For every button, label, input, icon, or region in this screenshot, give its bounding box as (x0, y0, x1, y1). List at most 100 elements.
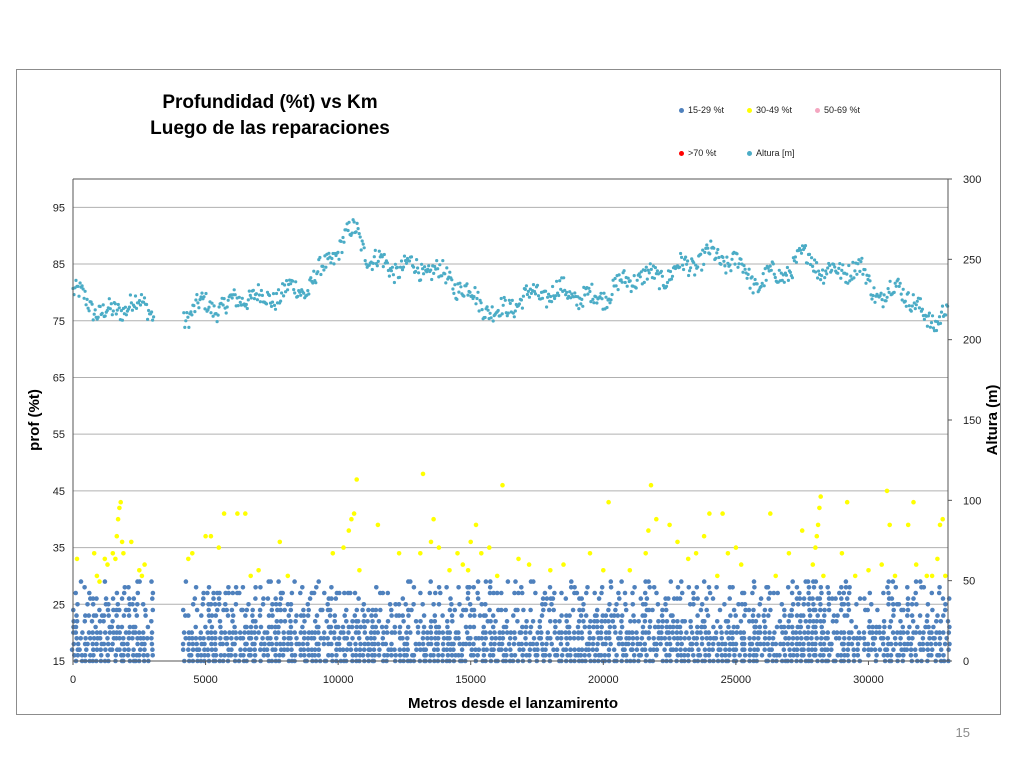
depth-point-15-29 (350, 619, 355, 624)
altitude-point (306, 289, 310, 293)
altitude-point (628, 279, 632, 283)
depth-point-15-29 (567, 636, 573, 641)
depth-point-15-29 (450, 619, 455, 624)
depth-point-15-29 (613, 607, 618, 613)
depth-point-15-29 (741, 590, 747, 596)
depth-point-15-29 (554, 647, 560, 652)
axes (72, 178, 952, 665)
depth-point-15-29 (862, 641, 868, 647)
depth-point-15-29 (781, 624, 787, 630)
depth-point-15-29 (373, 607, 379, 613)
depth-point-15-29 (83, 636, 88, 641)
depth-point-15-29 (572, 647, 577, 652)
depth-point-15-29 (494, 590, 500, 596)
depth-point-15-29 (252, 641, 257, 647)
depth-point-15-29 (664, 624, 669, 630)
altitude-point (115, 308, 119, 312)
altitude-point (586, 292, 590, 296)
altitude-point (623, 280, 627, 285)
depth-point-15-29 (934, 619, 939, 624)
altitude-point (784, 273, 789, 277)
altitude-point (562, 276, 566, 280)
depth-point-15-29 (475, 596, 481, 601)
altitude-point (296, 294, 300, 298)
depth-point-15-29 (180, 607, 186, 613)
depth-point-15-29 (838, 607, 844, 613)
depth-point-15-29 (273, 596, 279, 601)
depth-point-15-29 (413, 641, 419, 647)
depth-point-30-49 (349, 516, 354, 522)
y-tick-label: 75 (53, 316, 65, 328)
depth-point-15-29 (125, 653, 131, 658)
depth-point-15-29 (912, 647, 918, 652)
depth-point-15-29 (614, 653, 619, 658)
depth-point-15-29 (834, 619, 839, 624)
altitude-point (884, 299, 888, 303)
depth-point-15-29 (384, 624, 389, 630)
altitude-point (533, 292, 538, 296)
altitude-point (678, 265, 682, 269)
depth-point-15-29 (757, 630, 763, 635)
altitude-point (415, 258, 419, 262)
depth-point-15-29 (97, 607, 102, 613)
depth-point-15-29 (507, 636, 513, 641)
depth-point-30-49 (516, 556, 521, 562)
depth-point-15-29 (846, 607, 852, 613)
depth-point-30-49 (646, 528, 651, 533)
depth-point-15-29 (622, 590, 628, 596)
depth-point-15-29 (520, 653, 525, 658)
depth-point-15-29 (515, 619, 520, 624)
depth-point-30-49 (330, 551, 336, 556)
depth-point-15-29 (206, 585, 212, 590)
depth-point-15-29 (642, 619, 648, 624)
depth-point-15-29 (397, 647, 403, 652)
y2-tick-label: 250 (963, 254, 981, 266)
depth-point-15-29 (252, 653, 258, 658)
altitude-point (465, 282, 469, 286)
altitude-point (686, 259, 690, 263)
altitude-point (311, 281, 315, 285)
depth-point-15-29 (929, 630, 934, 635)
depth-point-15-29 (909, 613, 915, 618)
depth-point-15-29 (636, 619, 641, 624)
depth-point-15-29 (117, 647, 122, 652)
depth-point-15-29 (781, 641, 786, 647)
altitude-point (529, 291, 534, 295)
depth-point-15-29 (549, 641, 554, 647)
depth-point-15-29 (813, 607, 818, 613)
depth-point-15-29 (719, 653, 725, 658)
depth-point-15-29 (535, 630, 540, 635)
altitude-point (397, 275, 402, 279)
depth-point-15-29 (365, 619, 370, 624)
depth-point-15-29 (440, 653, 445, 658)
altitude-point (392, 280, 396, 285)
depth-point-15-29 (201, 590, 206, 596)
altitude-point (846, 281, 850, 285)
depth-point-15-29 (78, 636, 83, 641)
depth-point-15-29 (387, 602, 393, 607)
depth-point-15-29 (559, 653, 565, 658)
altitude-point (632, 274, 636, 278)
altitude-point (327, 251, 331, 255)
depth-point-15-29 (670, 630, 675, 635)
depth-point-15-29 (344, 636, 350, 641)
altitude-point (748, 286, 752, 290)
depth-point-15-29 (208, 630, 214, 635)
altitude-point (86, 306, 90, 310)
depth-point-15-29 (233, 585, 239, 590)
altitude-point (269, 304, 274, 308)
depth-point-15-29 (724, 630, 729, 635)
altitude-point (696, 265, 700, 269)
depth-point-15-29 (126, 636, 132, 641)
depth-point-30-49 (277, 539, 283, 545)
depth-point-15-29 (475, 579, 481, 584)
altitude-point (557, 293, 561, 298)
depth-point-15-29 (190, 602, 196, 607)
depth-point-15-29 (841, 590, 847, 596)
depth-point-15-29 (483, 613, 488, 618)
depth-point-15-29 (428, 624, 434, 630)
depth-point-30-49 (733, 545, 739, 550)
depth-point-15-29 (708, 636, 713, 641)
depth-point-15-29 (552, 590, 557, 596)
depth-point-15-29 (302, 619, 307, 624)
